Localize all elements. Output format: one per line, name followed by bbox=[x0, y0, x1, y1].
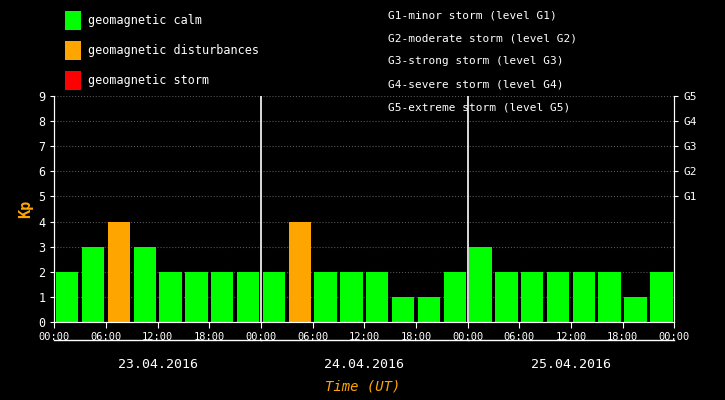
Bar bbox=[495, 272, 518, 322]
Bar bbox=[315, 272, 336, 322]
Text: 23.04.2016: 23.04.2016 bbox=[117, 358, 198, 371]
Bar bbox=[82, 247, 104, 322]
Text: G2-moderate storm (level G2): G2-moderate storm (level G2) bbox=[388, 33, 577, 43]
Bar bbox=[237, 272, 260, 322]
Text: 24.04.2016: 24.04.2016 bbox=[324, 358, 405, 371]
Bar bbox=[469, 247, 492, 322]
Bar bbox=[211, 272, 233, 322]
Bar bbox=[366, 272, 389, 322]
Text: G3-strong storm (level G3): G3-strong storm (level G3) bbox=[388, 56, 563, 66]
Bar bbox=[340, 272, 362, 322]
Text: geomagnetic calm: geomagnetic calm bbox=[88, 14, 202, 27]
Bar bbox=[624, 297, 647, 322]
Text: geomagnetic storm: geomagnetic storm bbox=[88, 74, 210, 87]
Bar bbox=[160, 272, 182, 322]
Bar bbox=[133, 247, 156, 322]
Text: Time (UT): Time (UT) bbox=[325, 380, 400, 394]
Bar bbox=[650, 272, 673, 322]
Bar bbox=[573, 272, 595, 322]
Bar bbox=[289, 222, 311, 322]
Bar bbox=[392, 297, 414, 322]
Text: G4-severe storm (level G4): G4-severe storm (level G4) bbox=[388, 80, 563, 90]
Bar bbox=[521, 272, 543, 322]
Bar bbox=[108, 222, 130, 322]
Bar bbox=[185, 272, 207, 322]
Text: geomagnetic disturbances: geomagnetic disturbances bbox=[88, 44, 260, 57]
Bar bbox=[56, 272, 78, 322]
Text: G1-minor storm (level G1): G1-minor storm (level G1) bbox=[388, 10, 557, 20]
Bar bbox=[547, 272, 569, 322]
Bar bbox=[444, 272, 466, 322]
Text: G5-extreme storm (level G5): G5-extreme storm (level G5) bbox=[388, 103, 570, 113]
Text: 25.04.2016: 25.04.2016 bbox=[531, 358, 611, 371]
Bar bbox=[599, 272, 621, 322]
Y-axis label: Kp: Kp bbox=[17, 200, 33, 218]
Bar bbox=[262, 272, 285, 322]
Bar bbox=[418, 297, 440, 322]
